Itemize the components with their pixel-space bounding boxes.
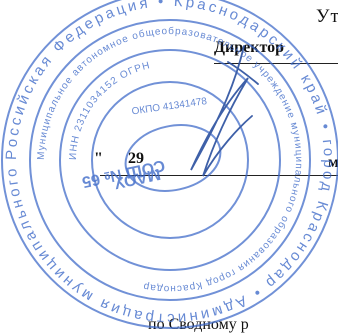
stamp-okpo-text: ОКПО 41341478 — [131, 96, 208, 118]
date-day: 29 — [128, 150, 144, 167]
signature-scribble — [190, 45, 259, 177]
stamp-circle-2 — [29, 19, 311, 301]
stamp-center-oval — [124, 124, 222, 192]
position-title: Директор — [214, 39, 284, 56]
date-line — [100, 175, 338, 176]
approve-label: Ут — [316, 6, 338, 27]
date-month: м — [328, 154, 338, 171]
stamp-circle-4 — [91, 81, 249, 239]
signature-line — [214, 63, 338, 64]
stamp-circle-3 — [59, 49, 281, 271]
date-quote: " — [94, 150, 103, 167]
